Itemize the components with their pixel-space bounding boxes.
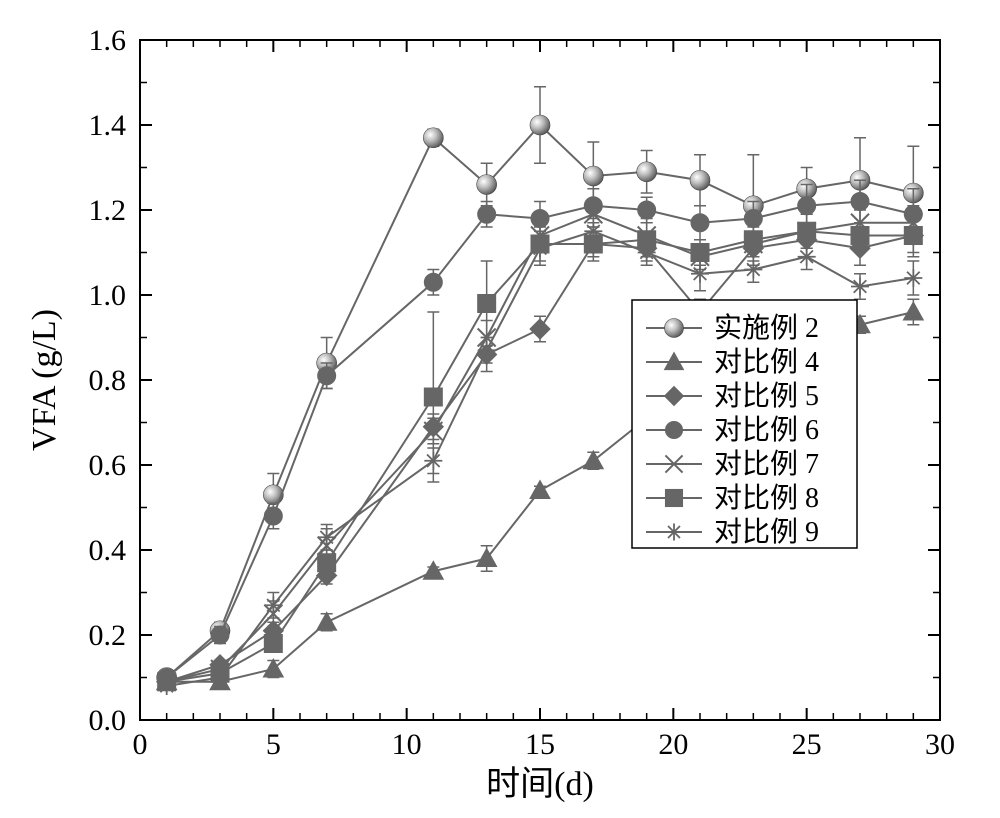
legend-label: 对比例 8: [714, 482, 819, 514]
y-tick-label: 1.4: [89, 109, 127, 142]
y-tick-label: 0.0: [89, 704, 127, 737]
legend-label: 对比例 7: [714, 448, 819, 480]
legend-label: 对比例 5: [714, 380, 819, 412]
y-tick-label: 1.0: [89, 279, 127, 312]
x-axis-label: 时间(d): [486, 766, 594, 803]
x-tick-label: 30: [925, 728, 955, 761]
x-tick-label: 10: [392, 728, 422, 761]
y-tick-label: 0.2: [89, 619, 127, 652]
legend-label: 对比例 9: [714, 516, 819, 548]
chart-container: 0 5 10 15 20 25 30 0.0 0.2 0.4 0.6 0.8 1.0 1.2 1.4 1.6 时…: [0, 0, 1000, 818]
y-tick-label: 0.8: [89, 364, 127, 397]
legend-label: 对比例 4: [714, 346, 819, 378]
x-tick-label: 15: [525, 728, 555, 761]
x-tick-label: 25: [792, 728, 822, 761]
x-tick-label: 20: [658, 728, 688, 761]
legend-label: 实施例 2: [714, 312, 819, 344]
vfa-chart: 0 5 10 15 20 25 30 0.0 0.2 0.4 0.6 0.8 1.0 1.2 1.4 1.6 时…: [0, 0, 1000, 818]
y-tick-label: 0.4: [89, 534, 127, 567]
y-tick-label: 1.6: [89, 24, 127, 57]
x-tick-label: 5: [266, 728, 281, 761]
y-tick-label: 0.6: [89, 449, 127, 482]
legend-label: 对比例 6: [714, 414, 819, 446]
x-tick-label: 0: [133, 728, 148, 761]
y-tick-label: 1.2: [89, 194, 127, 227]
y-axis-label: VFA (g/L): [26, 309, 63, 451]
